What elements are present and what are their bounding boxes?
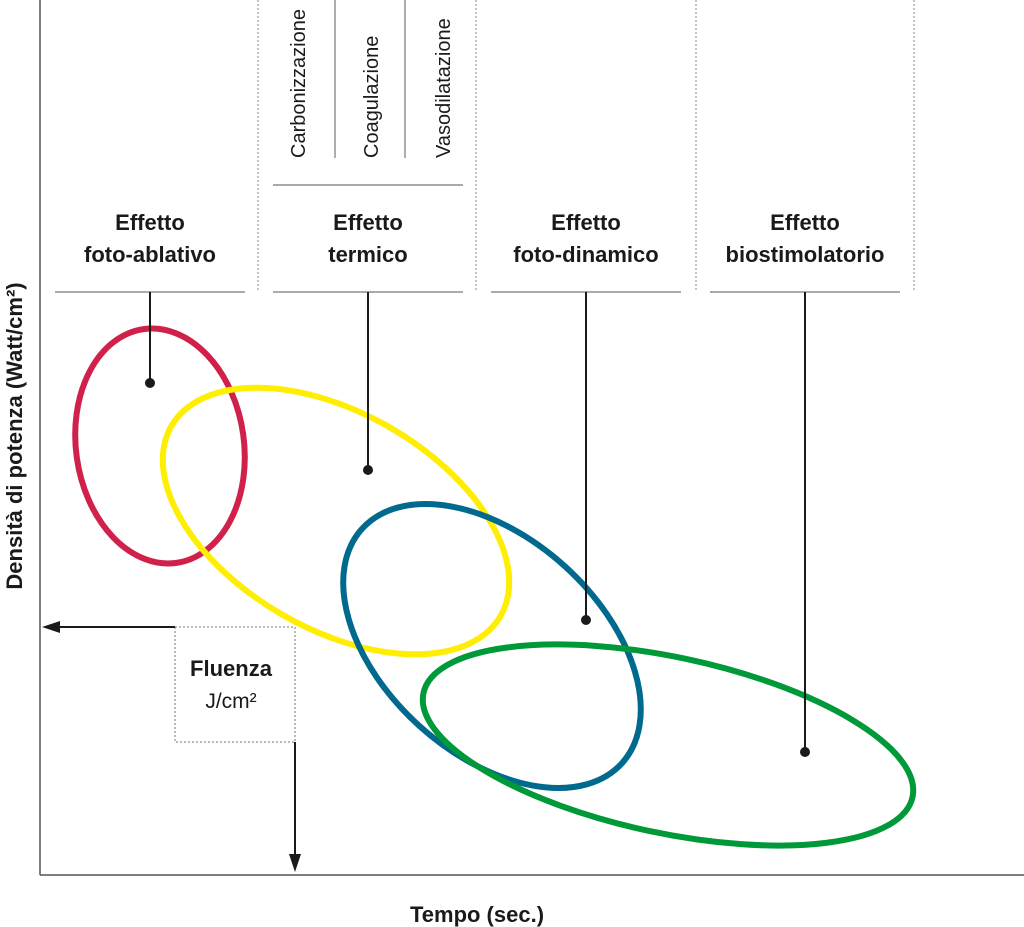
effect-label: foto-dinamico bbox=[513, 242, 658, 267]
fluence-title: Fluenza bbox=[190, 656, 273, 681]
effect-label: Effetto bbox=[551, 210, 621, 235]
fluence-unit: J/cm² bbox=[205, 690, 256, 713]
effect-label: foto-ablativo bbox=[84, 242, 216, 267]
fluence-box bbox=[174, 626, 296, 743]
ellipses bbox=[72, 325, 917, 849]
subtype-label: Carbonizzazione bbox=[288, 9, 310, 158]
subtype-label: Coagulazione bbox=[361, 36, 383, 158]
subtype-label: Vasodilatazione bbox=[433, 18, 455, 158]
x-axis-label: Tempo (sec.) bbox=[410, 902, 544, 927]
effect-label: Effetto bbox=[333, 210, 403, 235]
y-axis-label: Densità di potenza (Watt/cm²) bbox=[2, 282, 27, 589]
effect-label: Effetto bbox=[115, 210, 185, 235]
leader-dots bbox=[145, 378, 810, 757]
effect-label: termico bbox=[328, 242, 407, 267]
arrow-head bbox=[289, 854, 301, 872]
effect-label: biostimolatorio bbox=[726, 242, 885, 267]
leaders bbox=[149, 292, 806, 752]
separators bbox=[257, 0, 915, 292]
arrow-head bbox=[42, 621, 60, 633]
effect-label: Effetto bbox=[770, 210, 840, 235]
